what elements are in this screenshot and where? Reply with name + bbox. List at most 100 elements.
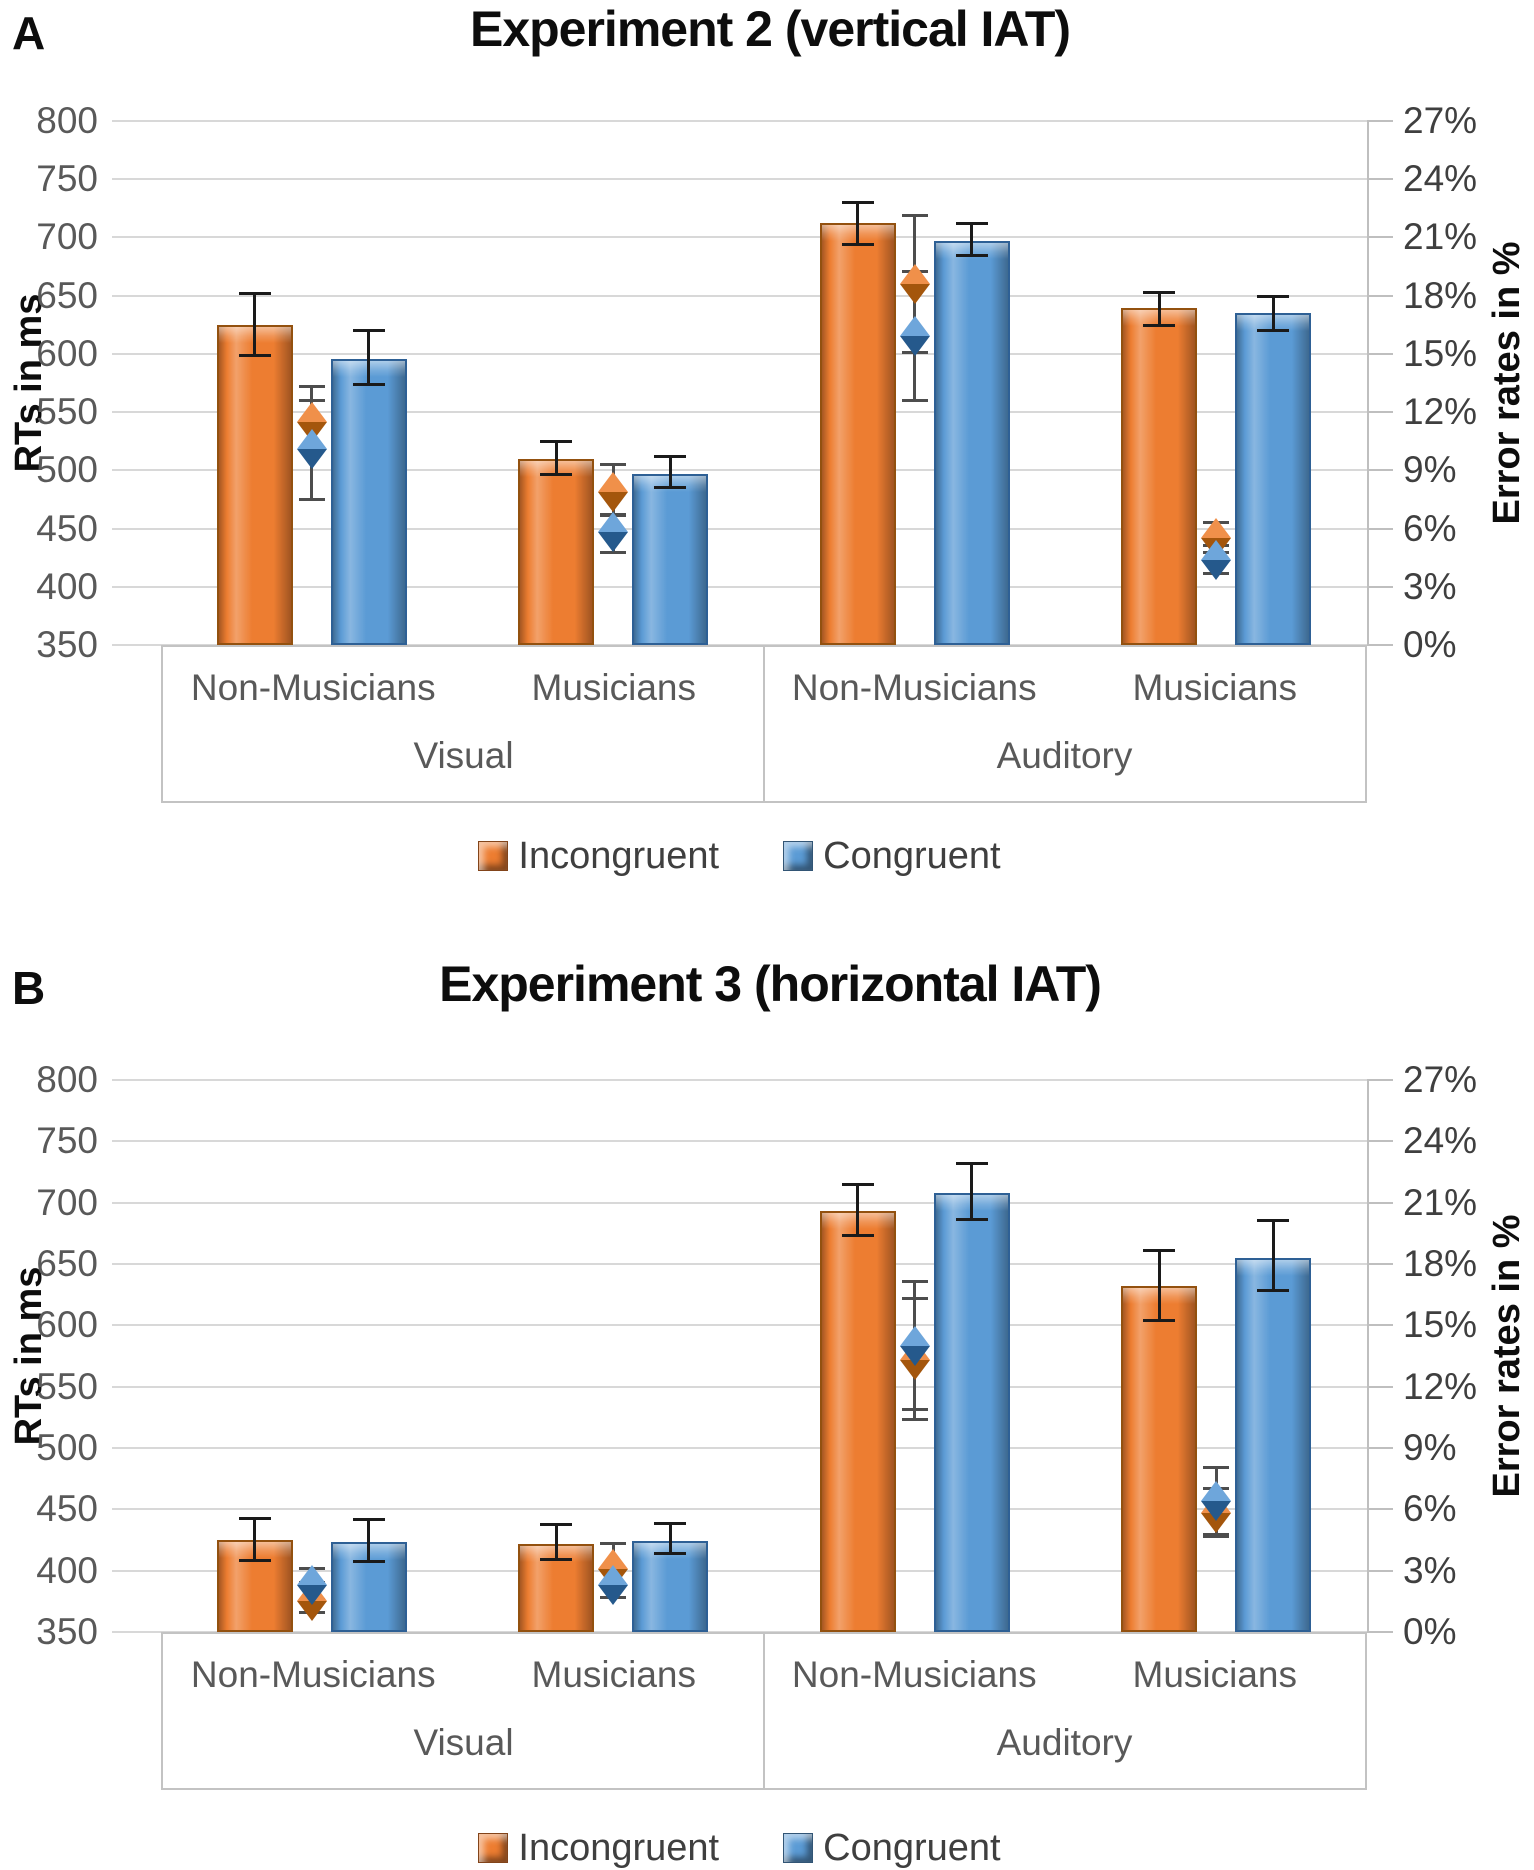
error-bar-cap-top: [901, 214, 928, 218]
bar-error-bar: [540, 440, 573, 477]
error-bar-cap-top: [600, 1542, 627, 1546]
legend-item-congruent: Congruent: [783, 835, 1001, 878]
category-label: Musicians: [531, 667, 697, 708]
legend-label: Incongruent: [518, 834, 720, 877]
left-y-tick-label: 750: [36, 158, 98, 200]
category-label: Non-Musicians: [791, 1654, 1037, 1695]
error-bar-line: [856, 1183, 860, 1237]
right-y-tick-label: 6%: [1403, 1488, 1457, 1530]
right-axis-tick: [1367, 1508, 1393, 1511]
error-bar-cap-bottom: [1143, 1318, 1176, 1322]
error-bar-cap-bottom: [901, 399, 928, 403]
bar-error-bar: [841, 1183, 874, 1237]
left-y-tick-label: 800: [36, 100, 98, 141]
right-axis-tick: [1367, 178, 1393, 181]
category-label: Musicians: [1132, 1654, 1298, 1695]
gridline: [112, 236, 1367, 239]
diamond-top-facet: [296, 1564, 327, 1585]
error-bar-cap-bottom: [841, 242, 874, 246]
error-bar-cap-top: [841, 1183, 874, 1187]
gridline: [112, 411, 1367, 414]
error-bar-cap-top: [1203, 1466, 1230, 1470]
error-bar-cap-top: [1143, 1249, 1176, 1253]
right-y-tick-label: 6%: [1403, 507, 1457, 549]
left-y-tick-label: 800: [36, 1059, 98, 1100]
bar-error-bar: [654, 455, 687, 489]
bar-error-bar: [352, 1517, 385, 1564]
diamond-marker-congruent-3: [1201, 539, 1232, 580]
diamond-top-facet: [899, 316, 930, 337]
error-bar-cap-bottom: [654, 1551, 687, 1555]
right-y-tick-label: 0%: [1403, 624, 1457, 665]
error-bar-cap-top: [600, 462, 627, 466]
diamond-bottom-facet: [296, 448, 327, 469]
right-axis-tick: [1367, 1140, 1393, 1143]
error-bar-cap-top: [238, 292, 271, 296]
diamond-top-facet: [296, 401, 327, 422]
diamond-top-facet: [1201, 518, 1232, 539]
error-bar-cap-top: [352, 1517, 385, 1521]
right-axis-tick: [1367, 1631, 1393, 1633]
right-axis-tick: [1367, 527, 1393, 530]
error-bar-cap-bottom: [1203, 1534, 1230, 1538]
bar-error-bar: [238, 1516, 271, 1563]
bar-congruent-3: [1235, 313, 1312, 645]
error-bar-cap-bottom: [238, 1559, 271, 1563]
legend-swatch-icon: [783, 841, 814, 871]
bar-error-bar: [1143, 291, 1176, 328]
error-bar-cap-bottom: [298, 498, 325, 502]
right-axis-tick: [1367, 294, 1393, 297]
category-label: Musicians: [531, 1654, 697, 1695]
gridline: [112, 178, 1367, 181]
bar-error-bar: [955, 222, 988, 258]
right-y-tick-label: 15%: [1403, 1304, 1478, 1346]
left-y-tick-label: 350: [36, 1611, 98, 1652]
right-y-tick-label: 3%: [1403, 1549, 1457, 1591]
diamond-bottom-facet: [1201, 559, 1232, 580]
right-axis-tick: [1367, 585, 1393, 588]
diamond-top-facet: [899, 264, 930, 285]
left-y-tick-label: 700: [36, 216, 98, 258]
error-bar-line: [253, 1516, 257, 1563]
error-bar-cap-bottom: [654, 485, 687, 489]
diamond-bottom-facet: [598, 1584, 629, 1605]
gridline: [112, 1262, 1367, 1265]
right-axis-tick: [1367, 1079, 1393, 1081]
diamond-bottom-facet: [1201, 1501, 1232, 1522]
error-bar-cap-top: [955, 222, 988, 226]
diamond-marker-congruent-2: [899, 1325, 930, 1366]
error-bar-line: [970, 222, 974, 258]
error-bar-line: [1157, 1249, 1161, 1322]
panel-letter: A: [12, 7, 46, 59]
group-label-auditory: Auditory: [996, 1722, 1133, 1763]
right-axis-tick: [1367, 469, 1393, 472]
error-bar-cap-bottom: [540, 473, 573, 477]
diamond-top-facet: [899, 1325, 930, 1346]
error-bar-cap-bottom: [901, 1418, 928, 1422]
left-y-tick-label: 550: [36, 1365, 98, 1407]
diamond-bottom-facet: [899, 336, 930, 357]
legend: Incongruent Congruent: [112, 1827, 1367, 1869]
diamond-top-facet: [1201, 539, 1232, 560]
diamond-top-facet: [296, 428, 327, 449]
bar-incongruent-2: [819, 223, 896, 645]
error-bar-cap-top: [1143, 291, 1176, 294]
gridline: [112, 1201, 1367, 1204]
bar-incongruent-3: [1121, 308, 1198, 645]
error-bar-cap-top: [298, 384, 325, 388]
right-axis-tick: [1367, 1385, 1393, 1388]
error-bar-line: [856, 201, 860, 246]
right-y-tick-label: 27%: [1403, 1059, 1478, 1100]
panel-experiment-3: B Experiment 3 (horizontal IAT) RTs in m…: [0, 955, 1534, 1869]
gridline: [112, 294, 1367, 297]
right-axis-tick: [1367, 644, 1393, 646]
diamond-bottom-facet: [598, 491, 629, 512]
category-label: Non-Musicians: [190, 1654, 436, 1695]
bar-error-bar: [352, 329, 385, 387]
category-label: Musicians: [1132, 667, 1298, 708]
bar-error-bar: [1143, 1249, 1176, 1322]
panel-experiment-2: A Experiment 2 (vertical IAT) RTs in ms …: [8, 1, 1528, 878]
category-label: Non-Musicians: [190, 667, 436, 708]
right-y-axis-line: [1367, 120, 1369, 646]
right-y-tick-label: 15%: [1403, 332, 1478, 374]
